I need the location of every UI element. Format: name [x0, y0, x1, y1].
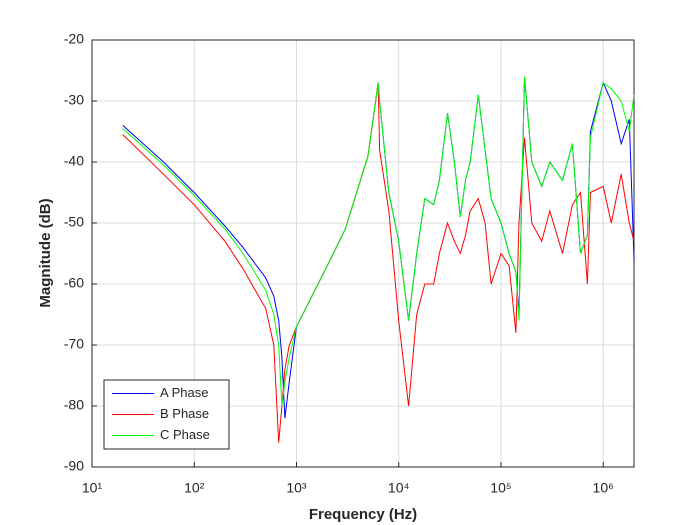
y-tick-label: -80: [64, 397, 84, 413]
x-tick-label: 10³: [286, 480, 307, 496]
y-tick-label: -60: [64, 275, 84, 291]
legend-label: B Phase: [160, 406, 209, 421]
x-axis-label: Frequency (Hz): [309, 506, 417, 523]
y-tick-label: -70: [64, 336, 84, 352]
legend-label: A Phase: [160, 385, 208, 400]
x-tick-label: 10⁶: [593, 480, 614, 496]
y-axis-label: Magnitude (dB): [37, 198, 54, 307]
x-tick-label: 10⁵: [490, 480, 511, 496]
x-tick-label: 10²: [184, 480, 205, 496]
y-tick-label: -30: [64, 92, 84, 108]
y-tick-label: -40: [64, 153, 84, 169]
y-tick-label: -90: [64, 458, 84, 474]
x-tick-label: 10⁴: [388, 480, 410, 496]
y-tick-label: -50: [64, 214, 84, 230]
legend-box: [103, 379, 230, 450]
series-line: [122, 76, 635, 407]
x-tick-label: 10¹: [82, 480, 103, 496]
y-tick-label: -20: [64, 31, 84, 47]
legend-label: C Phase: [160, 427, 210, 442]
